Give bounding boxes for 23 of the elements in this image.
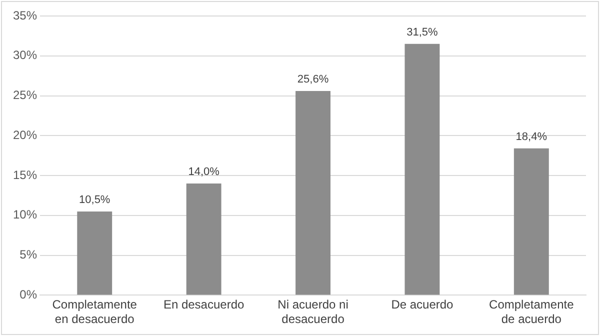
- x-tick-label: Completamente de acuerdo: [489, 298, 574, 326]
- bar: [514, 148, 549, 295]
- data-label: 25,6%: [297, 74, 329, 86]
- data-label: 31,5%: [406, 26, 438, 38]
- y-tick-label: 30%: [12, 48, 38, 62]
- y-tick-label: 35%: [12, 8, 38, 22]
- y-tick-label: 10%: [12, 208, 38, 222]
- x-tick-label: Completamente en desacuerdo: [52, 298, 138, 326]
- bar: [186, 184, 222, 295]
- data-label: 10,5%: [79, 194, 110, 206]
- data-label: 18,4%: [516, 130, 548, 143]
- y-tick-label: 0%: [20, 288, 38, 302]
- y-tick-label: 25%: [12, 88, 38, 102]
- bar: [77, 211, 112, 295]
- y-tick-label: 5%: [20, 248, 38, 262]
- x-tick-label: Ni acuerdo ni desacuerdo: [278, 298, 348, 326]
- y-tick-label: 15%: [12, 168, 38, 182]
- data-label: 14,0%: [188, 166, 220, 178]
- bar: [404, 44, 440, 295]
- bar: [296, 90, 330, 295]
- y-tick-label: 20%: [12, 128, 38, 142]
- x-tick-label: De acuerdo: [391, 298, 454, 312]
- x-tick-label: En desacuerdo: [163, 298, 244, 312]
